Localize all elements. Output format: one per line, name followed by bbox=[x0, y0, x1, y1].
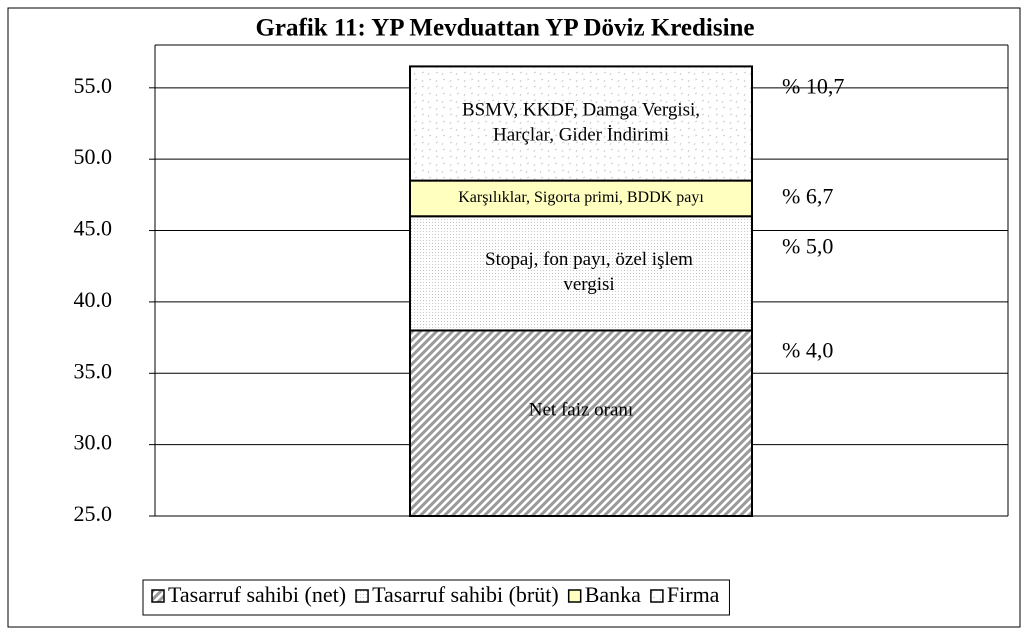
bar-segment bbox=[409, 179, 753, 218]
legend-label: Firma bbox=[667, 582, 720, 607]
legend-swatch bbox=[567, 589, 582, 603]
legend-label: Banka bbox=[585, 582, 641, 607]
segment-label: Net faiz oranı bbox=[529, 400, 633, 421]
segment-label: Stopaj, fon payı, özel işlem bbox=[485, 249, 693, 270]
chart-title: Grafik 11: YP Mevduattan YP Döviz Kredis… bbox=[255, 15, 754, 42]
rate-label: % 6,7 bbox=[782, 183, 833, 208]
legend: Tasarruf sahibi (net) Tasarruf sahibi (br… bbox=[142, 579, 730, 616]
segment-label: BSMV, KKDF, Damga Vergisi, bbox=[462, 99, 700, 120]
segment-label: Harçlar, Gider İndirimi bbox=[493, 124, 669, 145]
y-tick-label: 40.0 bbox=[74, 287, 113, 312]
legend-swatch bbox=[650, 589, 664, 603]
legend-label: Tasarruf sahibi (net) bbox=[168, 582, 346, 607]
y-tick-label: 25.0 bbox=[74, 501, 113, 526]
segment-label: Karşılıklar, Sigorta primi, BDDK payı bbox=[458, 189, 704, 206]
legend-swatch bbox=[355, 589, 369, 603]
y-tick-label: 55.0 bbox=[74, 73, 113, 98]
rate-label: % 4,0 bbox=[782, 338, 833, 363]
y-tick-label: 30.0 bbox=[74, 430, 113, 455]
rate-label: % 10,7 bbox=[782, 73, 844, 98]
y-tick-label: 45.0 bbox=[74, 216, 113, 241]
bar-segment bbox=[409, 215, 753, 332]
legend-swatch bbox=[151, 589, 165, 603]
rate-label: % 5,0 bbox=[782, 233, 833, 258]
legend-box bbox=[142, 579, 730, 616]
bar-segment bbox=[409, 329, 753, 518]
y-tick-label: 35.0 bbox=[74, 358, 113, 383]
bar-segment bbox=[409, 65, 753, 182]
segment-label: vergisi bbox=[563, 274, 614, 295]
y-tick-label: 50.0 bbox=[74, 144, 113, 169]
legend-label: Tasarruf sahibi (brüt) bbox=[372, 582, 559, 607]
